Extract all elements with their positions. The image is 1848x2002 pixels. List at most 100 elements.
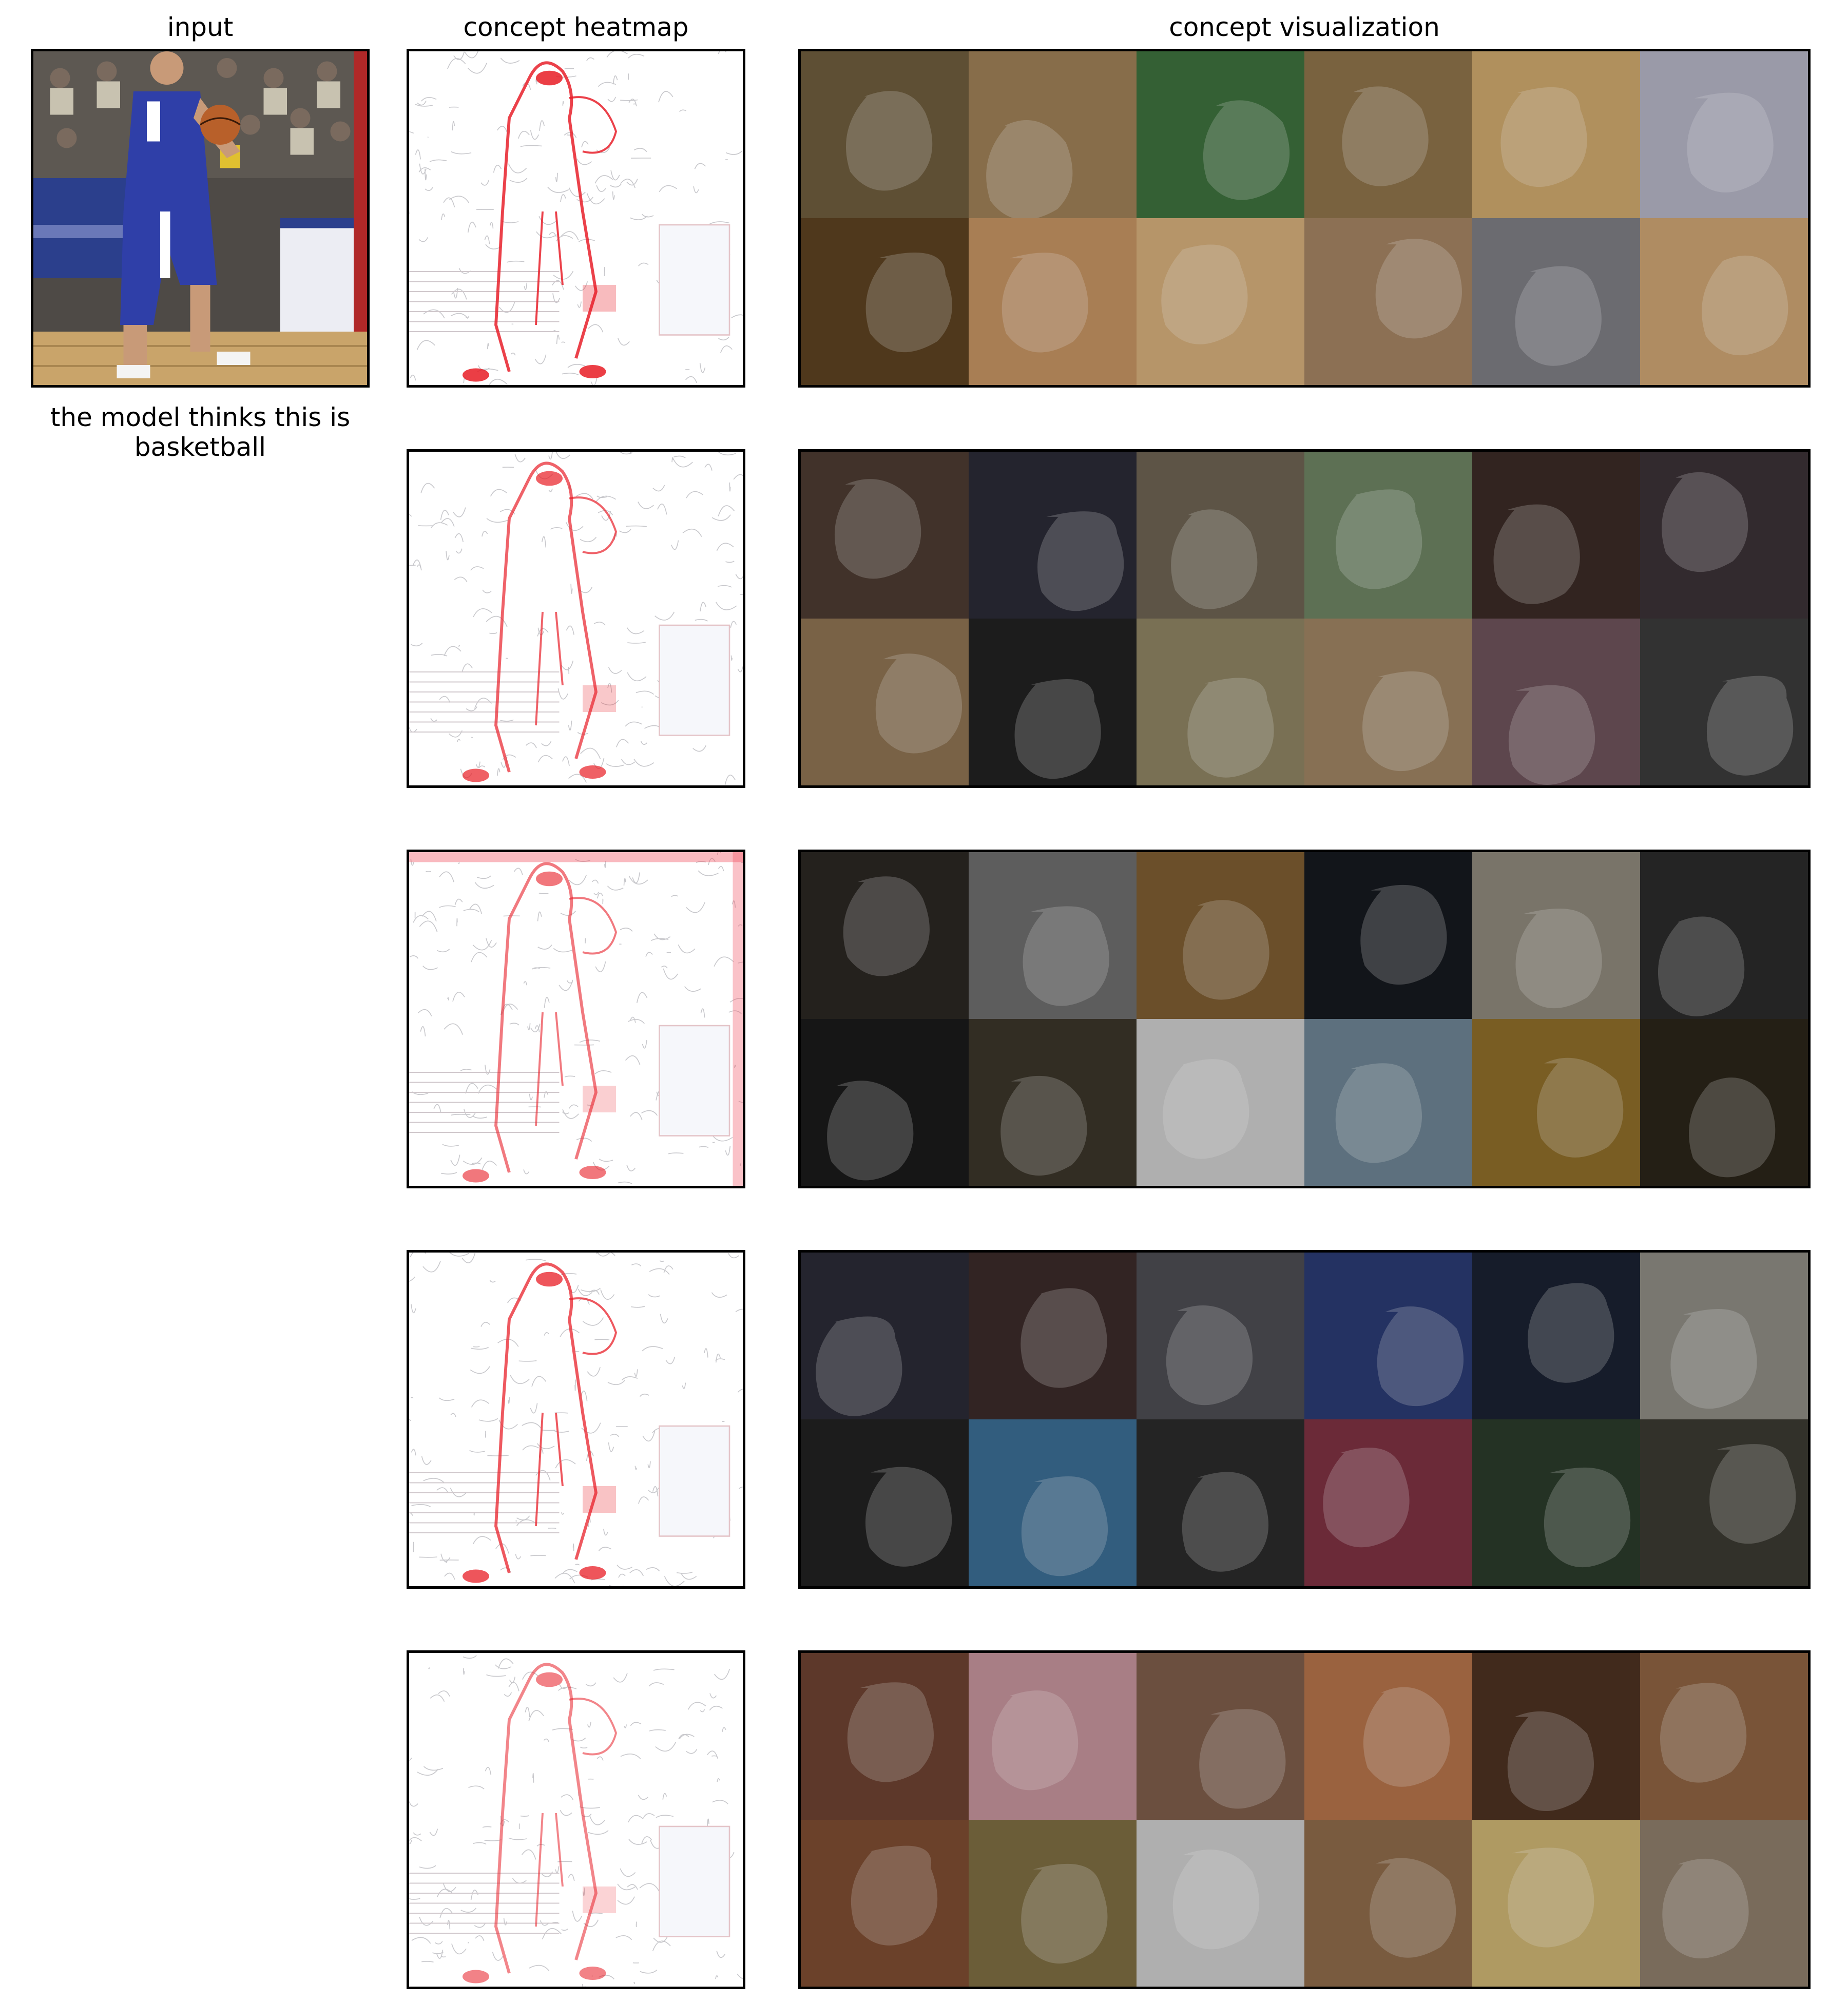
concept-tile-image [969, 1253, 1137, 1419]
concept-tile [1137, 1419, 1304, 1586]
concept-tile [1137, 852, 1304, 1019]
concept-tile-image [1472, 852, 1640, 1019]
concept-tile [801, 1820, 969, 1987]
concept-tile-image [969, 1820, 1137, 1987]
concept-tile-image [1640, 1820, 1808, 1987]
concept-tile [1472, 619, 1640, 785]
concept-tile [1137, 1019, 1304, 1186]
concept-heatmap-3 [407, 850, 745, 1188]
concept-visualization-1 [798, 49, 1811, 388]
concept-tile [801, 1653, 969, 1820]
concept-tile-image [969, 452, 1137, 619]
concept-tile [969, 1253, 1137, 1419]
concept-tile-image [969, 619, 1137, 785]
prediction-caption-line1: the model thinks this is [50, 402, 351, 432]
concept-tile [1640, 852, 1808, 1019]
concept-tile-image [969, 1019, 1137, 1186]
concept-visualization-4 [798, 1250, 1811, 1589]
concept-visualization-2 [798, 449, 1811, 788]
concept-tile [969, 218, 1137, 385]
concept-tile [801, 1253, 969, 1419]
concept-tile [1472, 1253, 1640, 1419]
concept-tile-image [1137, 51, 1304, 218]
heatmap-svg [409, 452, 743, 785]
input-column-title: input [167, 12, 234, 42]
concept-tile [1137, 218, 1304, 385]
concept-tile-image [801, 619, 969, 785]
concept-tile-image [969, 1419, 1137, 1586]
concept-tile-image [1137, 1820, 1304, 1987]
prediction-caption: the model thinks this is basketball [21, 402, 380, 462]
concept-tile-image [801, 1253, 969, 1419]
concept-tile-image [1304, 1019, 1472, 1186]
concept-visualization-5 [798, 1650, 1811, 1989]
concept-tile-image [1472, 1820, 1640, 1987]
concept-tile [1304, 51, 1472, 218]
concept-tile-image [1472, 619, 1640, 785]
concept-tile [1137, 1253, 1304, 1419]
concept-tile-image [1137, 619, 1304, 785]
concept-tile [1472, 51, 1640, 218]
concept-tile [1640, 619, 1808, 785]
concept-tile [801, 51, 969, 218]
concept-tile [1304, 1253, 1472, 1419]
concept-tile-image [969, 1653, 1137, 1820]
concept-tile-image [1472, 1253, 1640, 1419]
concept-tile-image [969, 51, 1137, 218]
concept-tile-image [1640, 619, 1808, 785]
concept-tile [1472, 452, 1640, 619]
concept-tile-image [801, 1019, 969, 1186]
concept-tile [1640, 1253, 1808, 1419]
concept-tile-image [801, 51, 969, 218]
concept-tile-image [1304, 619, 1472, 785]
concept-tile [801, 1419, 969, 1586]
concept-tile-image [1304, 452, 1472, 619]
concept-tile [1304, 619, 1472, 785]
concept-tile-image [1137, 1253, 1304, 1419]
concept-tile-image [1137, 1419, 1304, 1586]
concept-tile-image [1472, 1653, 1640, 1820]
concept-tile [969, 619, 1137, 785]
concept-tile-image [1472, 218, 1640, 385]
concept-tile [969, 1653, 1137, 1820]
concept-tile-image [1472, 1419, 1640, 1586]
concept-tile-image [1137, 852, 1304, 1019]
concept-tile [1472, 1653, 1640, 1820]
concept-tile [1304, 1419, 1472, 1586]
concept-tile-image [801, 452, 969, 619]
concept-tile-image [1640, 51, 1808, 218]
concept-tile [1304, 852, 1472, 1019]
concept-tile-image [1640, 1253, 1808, 1419]
concept-tile-image [1304, 1419, 1472, 1586]
concept-heatmap-2 [407, 449, 745, 788]
concept-heatmap-5 [407, 1650, 745, 1989]
concept-tile [969, 1419, 1137, 1586]
concept-tile-image [1304, 51, 1472, 218]
concept-tile-image [1640, 1419, 1808, 1586]
concept-tile-image [1640, 452, 1808, 619]
concept-tile [1472, 1019, 1640, 1186]
concept-tile-image [1304, 852, 1472, 1019]
concept-visualization-3 [798, 850, 1811, 1188]
concept-tile-image [801, 1653, 969, 1820]
concept-tile-image [1137, 452, 1304, 619]
concept-tile [969, 51, 1137, 218]
concept-heatmap-4 [407, 1250, 745, 1589]
concept-tile-image [1640, 1019, 1808, 1186]
concept-tile [1472, 1419, 1640, 1586]
concept-tile-image [1640, 218, 1808, 385]
concept-tile [801, 1019, 969, 1186]
concept-tile [1137, 51, 1304, 218]
concept-tile [1137, 619, 1304, 785]
concept-tile [1472, 1820, 1640, 1987]
concept-tile-image [801, 218, 969, 385]
concept-tile [1304, 1019, 1472, 1186]
concept-tile-image [1137, 1019, 1304, 1186]
concept-tile-image [1304, 1253, 1472, 1419]
concept-tile [969, 452, 1137, 619]
concept-tile [969, 1019, 1137, 1186]
concept-tile [1640, 1019, 1808, 1186]
concept-tile [1137, 1820, 1304, 1987]
heatmap-svg [409, 852, 743, 1186]
concept-tile [969, 852, 1137, 1019]
